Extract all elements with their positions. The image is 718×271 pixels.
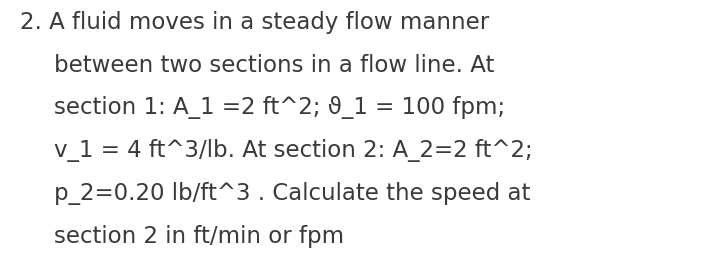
Text: section 2 in ft/min or fpm: section 2 in ft/min or fpm: [54, 225, 344, 248]
Text: between two sections in a flow line. At: between two sections in a flow line. At: [54, 54, 494, 77]
Text: p_2=0.20 lb/ft^3 . Calculate the speed at: p_2=0.20 lb/ft^3 . Calculate the speed a…: [54, 182, 530, 205]
Text: v_1 = 4 ft^3/lb. At section 2: A_2=2 ft^2;: v_1 = 4 ft^3/lb. At section 2: A_2=2 ft^…: [54, 139, 533, 162]
Text: 2. A fluid moves in a steady flow manner: 2. A fluid moves in a steady flow manner: [20, 11, 490, 34]
Text: section 1: A_1 =2 ft^2; ϑ_1 = 100 fpm;: section 1: A_1 =2 ft^2; ϑ_1 = 100 fpm;: [54, 96, 505, 120]
